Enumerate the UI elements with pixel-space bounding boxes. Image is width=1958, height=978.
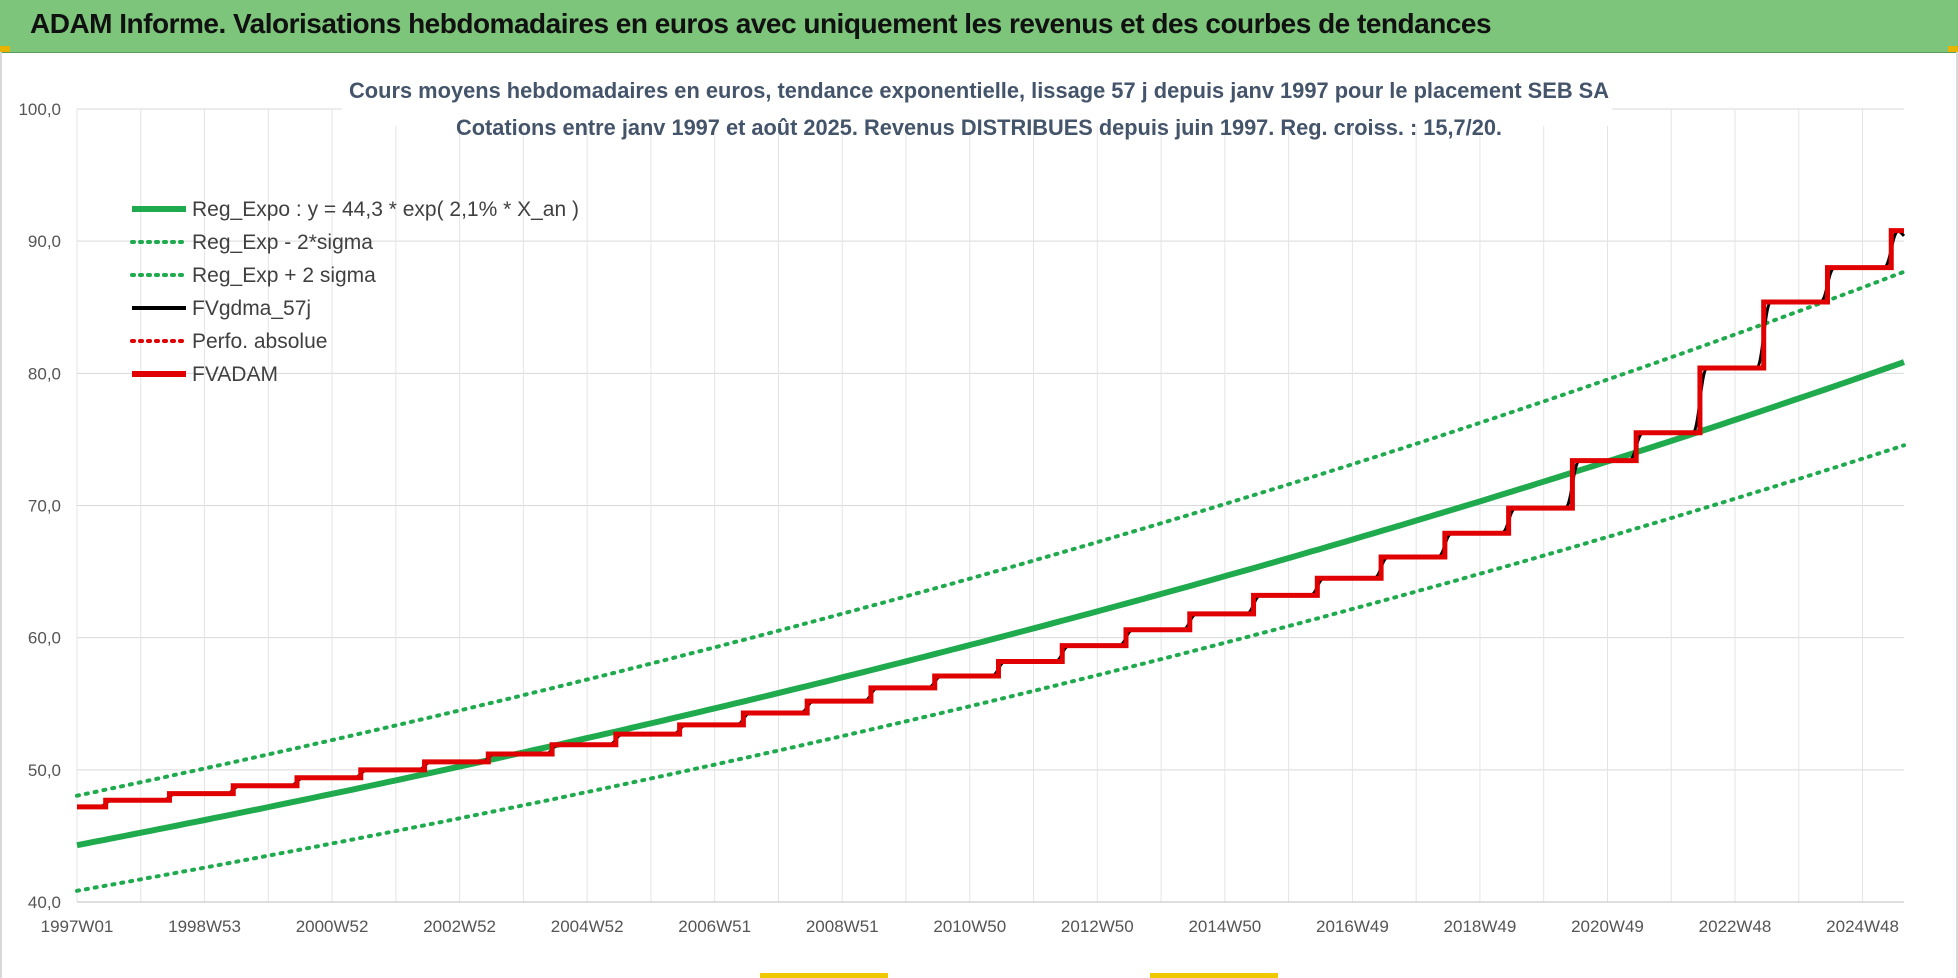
y-tick-label: 100,0 xyxy=(18,100,61,119)
y-tick-label: 40,0 xyxy=(28,893,61,912)
x-tick-label: 2018W49 xyxy=(1444,917,1517,936)
fvadam-line xyxy=(77,228,1904,810)
legend-label: Reg_Exp + 2 sigma xyxy=(192,264,376,287)
sheet-tab-marker xyxy=(1150,973,1278,978)
y-tick-label: 70,0 xyxy=(28,497,61,516)
x-tick-label: 2022W48 xyxy=(1699,917,1772,936)
x-tick-label: 2016W49 xyxy=(1316,917,1389,936)
corner-marker xyxy=(0,46,10,52)
regression-minus-2sigma-line xyxy=(75,443,1906,893)
y-tick-label: 50,0 xyxy=(28,761,61,780)
report-title: ADAM Informe. Valorisations hebdomadaire… xyxy=(30,8,1492,39)
x-tick-label: 2002W52 xyxy=(423,917,496,936)
x-tick-label: 2012W50 xyxy=(1061,917,1134,936)
line-chart: 40,0 50,0 60,0 70,0 80,0 90,0 100,0 1997W01 1998… xyxy=(18,74,1906,936)
x-tick-label: 2010W50 xyxy=(933,917,1006,936)
legend-label: FVgdma_57j xyxy=(192,297,311,320)
x-tick-label: 2004W52 xyxy=(551,917,624,936)
x-tick-label: 1997W01 xyxy=(41,917,114,936)
legend-label: Reg_Exp - 2*sigma xyxy=(192,231,373,254)
regression-line xyxy=(76,359,1905,849)
legend-label: FVADAM xyxy=(192,363,278,386)
chart-subtitle: Cotations entre janv 1997 et août 2025. … xyxy=(456,115,1502,140)
y-tick-label: 90,0 xyxy=(28,232,61,251)
x-tick-label: 2008W51 xyxy=(806,917,879,936)
report-banner: ADAM Informe. Valorisations hebdomadaire… xyxy=(0,0,1958,53)
sheet-tab-marker xyxy=(760,973,888,978)
legend-label: Perfo. absolue xyxy=(192,330,327,353)
regression-plus-2sigma-line xyxy=(75,269,1906,798)
title-background xyxy=(342,74,1612,126)
x-tick-label: 2006W51 xyxy=(678,917,751,936)
x-tick-label: 1998W53 xyxy=(168,917,241,936)
y-tick-label: 60,0 xyxy=(28,629,61,648)
legend-label: Reg_Expo : y = 44,3 * exp( 2,1% * X_an ) xyxy=(192,198,579,221)
chart-title: Cours moyens hebdomadaires en euros, ten… xyxy=(349,78,1609,103)
corner-marker xyxy=(1948,46,1958,52)
x-tick-label: 2000W52 xyxy=(296,917,369,936)
x-tick-label: 2020W49 xyxy=(1571,917,1644,936)
chart-area: 40,0 50,0 60,0 70,0 80,0 90,0 100,0 1997W01 1998… xyxy=(0,52,1958,978)
fvgdma-line xyxy=(77,229,1906,809)
x-tick-label: 2014W50 xyxy=(1188,917,1261,936)
y-tick-label: 80,0 xyxy=(28,364,61,383)
x-tick-label: 2024W48 xyxy=(1826,917,1899,936)
